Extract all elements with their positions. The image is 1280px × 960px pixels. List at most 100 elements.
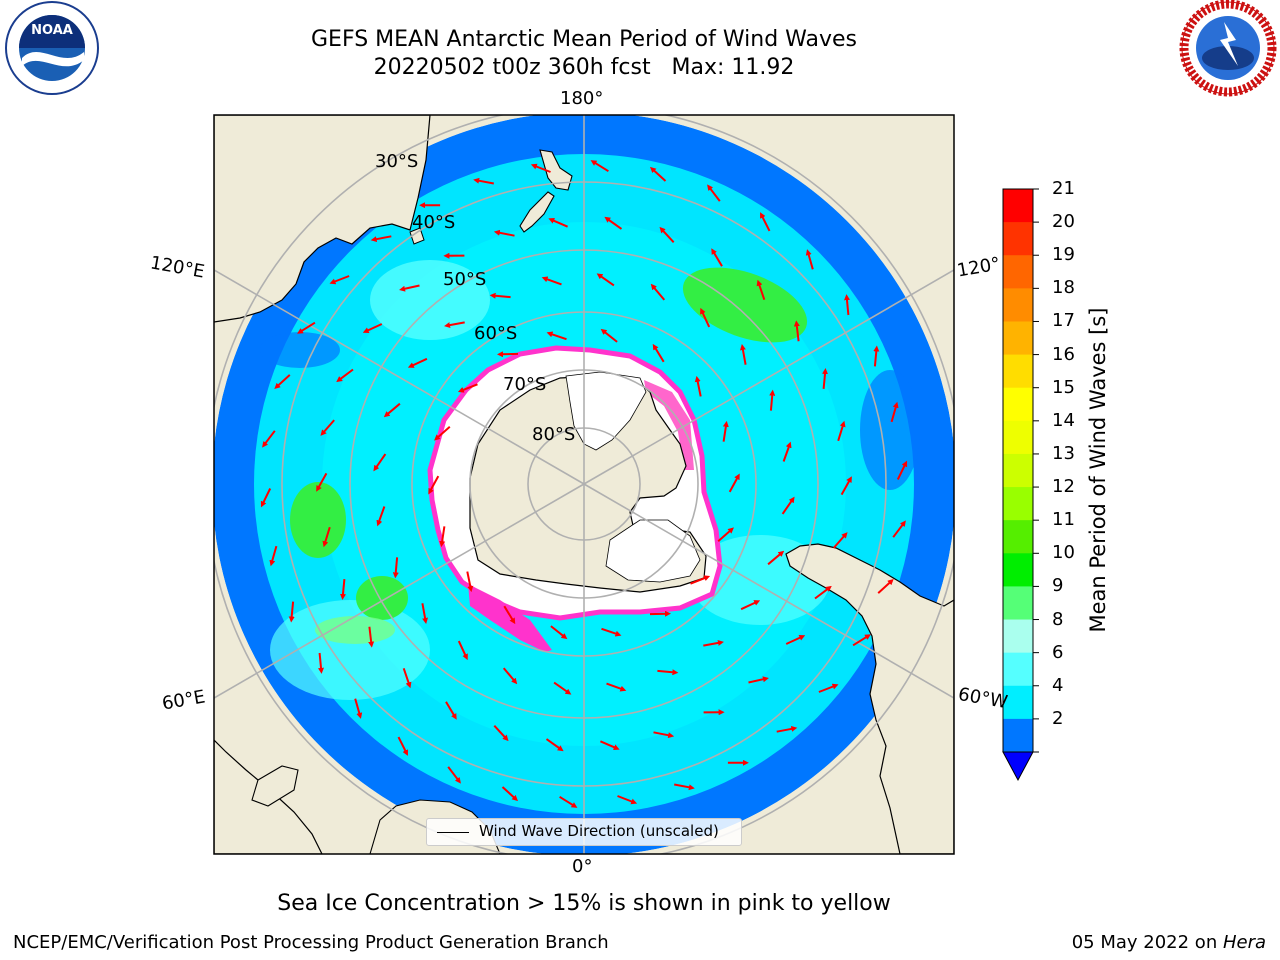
wind-wave-arrow <box>502 667 518 685</box>
colorbar-tick-label: 20 <box>1052 211 1075 233</box>
wind-wave-arrow <box>600 740 620 750</box>
wind-wave-arrow <box>674 783 695 791</box>
wind-wave-arrow <box>657 669 679 676</box>
legend-line-sample <box>437 832 469 833</box>
wind-wave-arrow <box>288 601 295 623</box>
period-low-patch <box>260 332 340 368</box>
period-low-patch <box>860 370 920 490</box>
wind-wave-arrow <box>444 321 465 329</box>
wind-wave-arrow <box>756 279 766 301</box>
wind-wave-arrow <box>711 248 723 267</box>
map-frame <box>213 114 955 855</box>
wind-wave-arrow <box>550 625 568 640</box>
period-high-patch <box>356 576 408 620</box>
longitude-label-top: 180° <box>560 88 604 109</box>
wind-wave-arrow <box>728 473 740 493</box>
wind-wave-arrow <box>493 229 515 237</box>
wind-wave-arrow <box>407 357 428 368</box>
colorbar-segment <box>1003 553 1033 587</box>
colorbar-tick-label: 14 <box>1052 409 1075 431</box>
wind-wave-arrow <box>703 639 724 647</box>
wind-wave-arrow <box>362 323 383 333</box>
colorbar <box>1002 188 1039 782</box>
colorbar-tick-label: 6 <box>1052 641 1064 663</box>
colorbar-tick-label: 10 <box>1052 542 1075 564</box>
wind-wave-arrow <box>840 476 852 496</box>
wind-wave-arrow <box>782 441 792 462</box>
colorbar-title: Mean Period of Wind Waves [s] <box>1086 307 1110 633</box>
period-patch <box>315 616 395 644</box>
wind-wave-arrow <box>890 401 899 423</box>
wind-wave-arrow <box>776 725 798 733</box>
wind-wave-arrow <box>650 283 666 301</box>
wind-wave-arrow <box>722 420 729 442</box>
wind-wave-arrow <box>383 402 401 418</box>
wind-wave-arrow <box>717 527 734 542</box>
wind-wave-arrow <box>652 343 665 363</box>
wind-wave-arrow <box>877 578 894 594</box>
wind-wave-arrow <box>707 184 721 202</box>
wind-wave-arrow <box>370 235 392 243</box>
wind-wave-arrow <box>833 532 848 549</box>
colorbar-tick-label: 18 <box>1052 277 1075 299</box>
wind-wave-arrow <box>769 389 776 411</box>
colorbar-tick-label: 9 <box>1052 575 1064 597</box>
colorbar-tick-label: 16 <box>1052 343 1075 365</box>
wind-wave-arrow <box>596 273 615 287</box>
colorbar-segment <box>1003 354 1033 389</box>
map-legend: Wind Wave Direction (unscaled) <box>426 818 742 846</box>
madagascar <box>251 765 299 807</box>
wind-wave-arrow <box>659 226 675 243</box>
colorbar-segment <box>1003 255 1033 289</box>
wind-wave-arrow <box>501 786 519 802</box>
colorbar-tick-label: 11 <box>1052 509 1075 531</box>
wind-wave-arrow <box>739 344 747 365</box>
latitude-label-60s: 60°S <box>474 323 518 344</box>
chart-subtitle: 20220502 t00z 360h fcst Max: 11.92 <box>373 55 795 80</box>
chart-title: GEFS MEAN Antarctic Mean Period of Wind … <box>311 27 857 52</box>
wind-wave-arrow <box>457 640 468 661</box>
sea-ice-caption: Sea Ice Concentration > 15% is shown in … <box>277 891 891 916</box>
legend-label: Wind Wave Direction (unscaled) <box>479 822 719 840</box>
wind-wave-arrow <box>837 420 846 442</box>
svg-text:NOAA: NOAA <box>31 23 73 38</box>
wind-wave-arrow <box>316 472 328 492</box>
wind-wave-arrow <box>260 488 272 508</box>
latitude-label-30s: 30°S <box>375 151 419 172</box>
wind-wave-arrow <box>541 276 562 286</box>
wind-wave-arrow <box>553 681 572 695</box>
wind-wave-arrow <box>354 698 363 719</box>
wind-wave-arrow <box>604 216 623 230</box>
wind-wave-arrow <box>740 600 761 611</box>
wind-wave-arrow <box>397 736 408 756</box>
wind-wave-arrow <box>892 520 906 538</box>
colorbar-segment <box>1003 487 1033 521</box>
wind-wave-arrow <box>439 526 446 548</box>
wind-wave-arrows <box>260 160 908 808</box>
wind-wave-arrow <box>376 506 386 527</box>
wind-wave-arrow <box>320 419 335 436</box>
colorbar-tick-label: 4 <box>1052 674 1064 696</box>
colorbar-tick-label: 8 <box>1052 608 1064 630</box>
footer-date-text: 05 May 2022 on <box>1071 932 1223 953</box>
wind-wave-arrow <box>545 738 564 752</box>
wind-wave-arrow <box>322 526 331 548</box>
colorbar-frame <box>1002 188 1034 753</box>
wind-wave-arrow <box>822 368 829 389</box>
colorbar-tick-label: 13 <box>1052 442 1075 464</box>
wind-wave-arrow <box>269 545 278 567</box>
wind-wave-arrow <box>617 795 638 805</box>
wind-wave-arrow <box>793 320 800 342</box>
wind-wave-arrow <box>402 667 412 689</box>
wind-wave-arrow <box>548 218 568 228</box>
wind-wave-arrow <box>748 676 769 684</box>
footer-host: Hera <box>1222 932 1266 953</box>
colorbar-segment <box>1003 586 1033 621</box>
wind-wave-arrow <box>336 368 354 383</box>
colorbar-tick-label: 2 <box>1052 707 1064 729</box>
latitude-label-70s: 70°S <box>503 374 547 395</box>
wind-wave-arrow <box>843 294 850 316</box>
nws-logo <box>1179 0 1277 97</box>
colorbar-segment <box>1003 718 1033 753</box>
